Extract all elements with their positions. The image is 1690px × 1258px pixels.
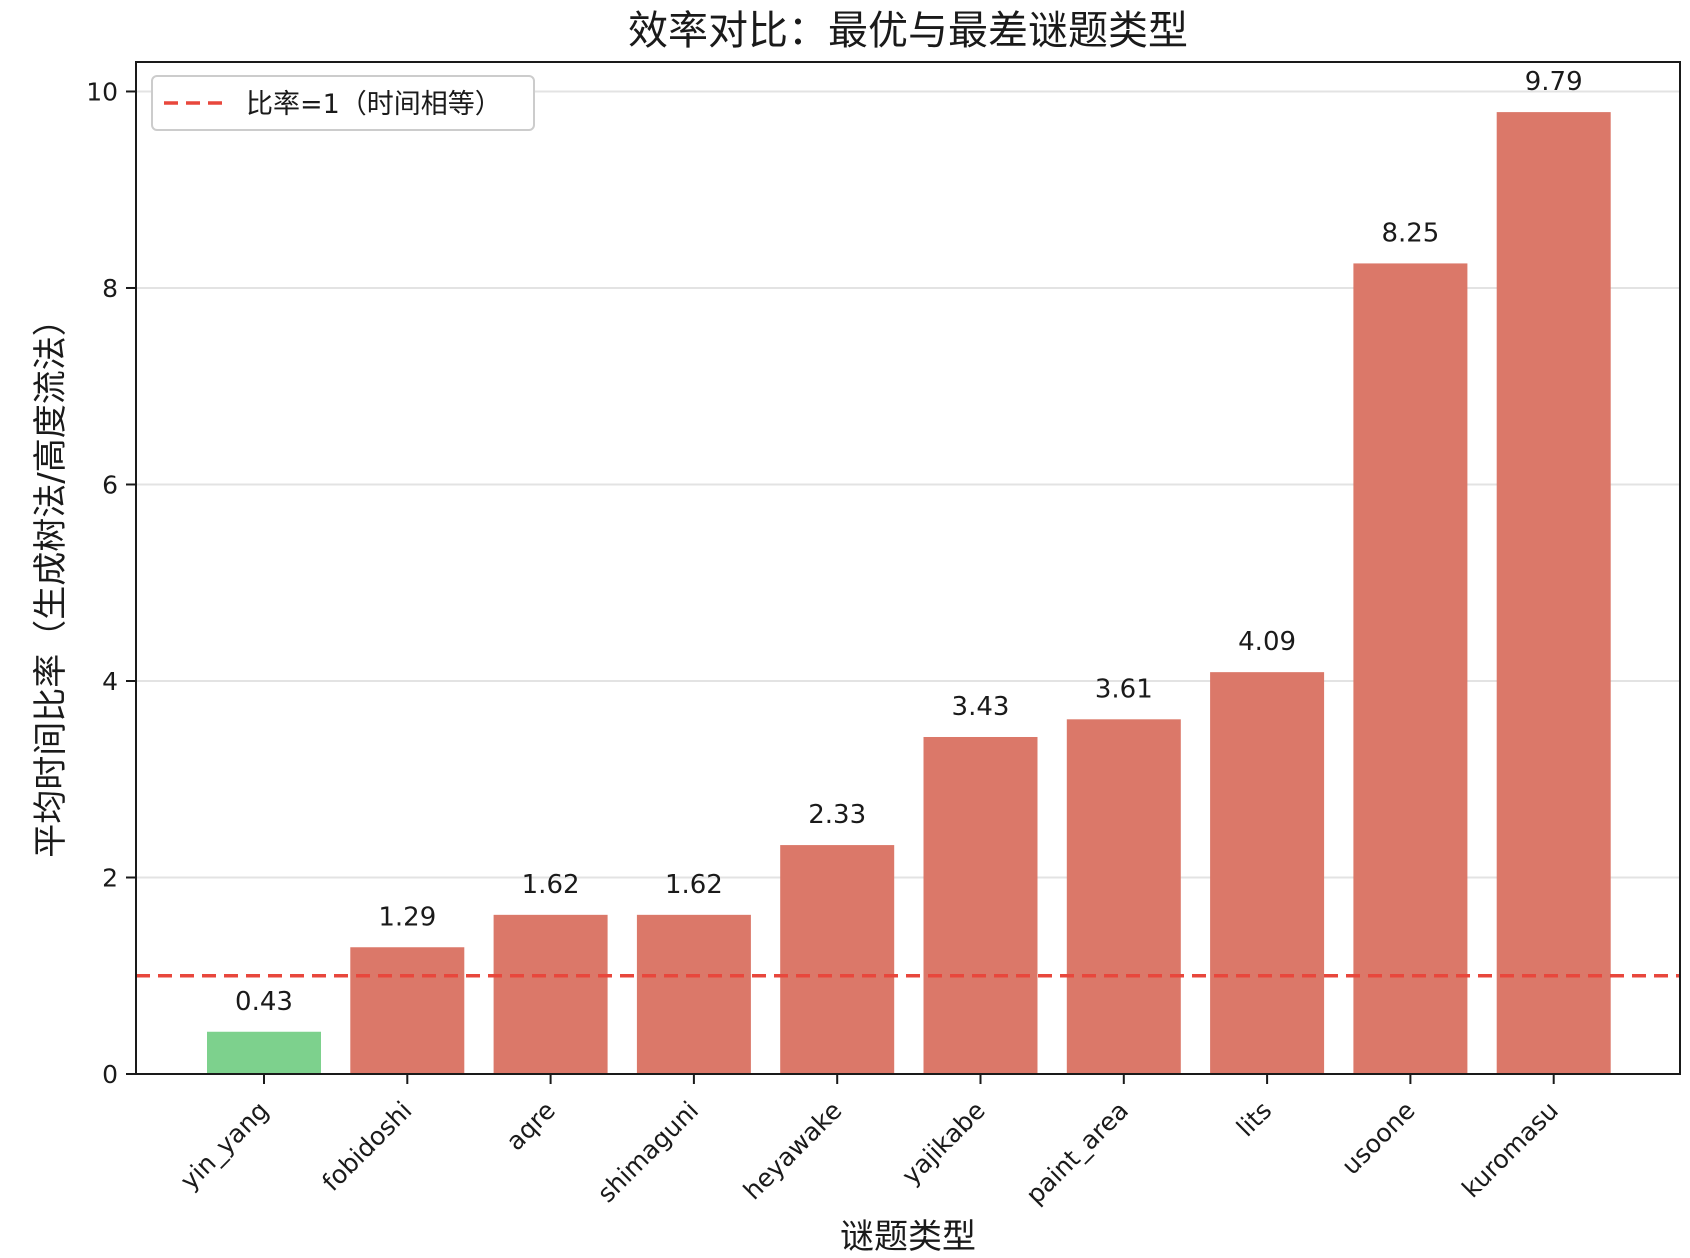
data-label-yin_yang: 0.43 — [235, 987, 293, 1017]
data-label-lits: 4.09 — [1238, 627, 1296, 657]
x-tick-label: paint_area — [1020, 1096, 1134, 1210]
bar-yin_yang — [207, 1031, 321, 1074]
y-axis-label: 平均时间比率（生成树法/高度流法） — [31, 302, 71, 857]
x-tick-label: shimaguni — [592, 1096, 704, 1208]
bar-shimaguni — [636, 914, 751, 1074]
bar-kuromasu — [1496, 112, 1611, 1074]
data-label-usoone: 8.25 — [1381, 218, 1439, 248]
axes — [126, 61, 1681, 1084]
bar-aqre — [493, 914, 608, 1074]
data-label-fobidoshi: 1.29 — [378, 902, 436, 932]
bar-paint_area — [1066, 719, 1181, 1074]
legend: 比率=1（时间相等） — [151, 75, 535, 131]
plot-frame — [135, 61, 1681, 1075]
x-tick-label: heyawake — [738, 1096, 848, 1206]
bars — [207, 112, 1611, 1074]
data-labels: 0.43 1.29 1.62 1.62 2.33 3.43 3.61 4.09 8.25 9.79 — [235, 67, 1583, 1017]
y-tick-label: 4 — [102, 667, 118, 696]
x-tick-label: lits — [1231, 1096, 1277, 1142]
data-label-yajikabe: 3.43 — [952, 692, 1010, 722]
bar-heyawake — [780, 845, 895, 1074]
x-tick-labels: yin_yang fobidoshi aqre shimaguni heyawake ya… — [175, 1096, 1564, 1210]
y-tick-label: 0 — [102, 1060, 118, 1089]
data-label-kuromasu: 9.79 — [1525, 67, 1583, 97]
x-axis-label: 谜题类型 — [840, 1217, 976, 1257]
y-tick-label: 2 — [102, 863, 118, 892]
legend-box — [151, 75, 535, 131]
x-tick-label: kuromasu — [1456, 1096, 1564, 1204]
y-tick-label: 6 — [102, 470, 118, 499]
x-tick-label: usoone — [1336, 1096, 1421, 1181]
data-label-heyawake: 2.33 — [808, 800, 866, 830]
bar-lits — [1210, 672, 1325, 1074]
y-tick-labels: 0 2 4 6 8 10 — [86, 77, 118, 1089]
chart-title: 效率对比：最优与最差谜题类型 — [628, 8, 1188, 54]
bar-fobidoshi — [350, 947, 465, 1074]
x-tick-label: yajikabe — [896, 1096, 990, 1190]
x-tick-label: aqre — [501, 1096, 561, 1156]
data-label-paint_area: 3.61 — [1095, 674, 1153, 704]
x-tick-label: fobidoshi — [316, 1096, 417, 1197]
y-tick-label: 8 — [102, 274, 118, 303]
bar-usoone — [1353, 263, 1468, 1074]
bar-yajikabe — [923, 736, 1038, 1074]
x-tick-label: yin_yang — [175, 1096, 275, 1196]
data-label-aqre: 1.62 — [522, 870, 580, 900]
y-tick-label: 10 — [86, 77, 118, 106]
data-label-shimaguni: 1.62 — [665, 870, 723, 900]
legend-entry: 比率=1（时间相等） — [246, 89, 502, 120]
